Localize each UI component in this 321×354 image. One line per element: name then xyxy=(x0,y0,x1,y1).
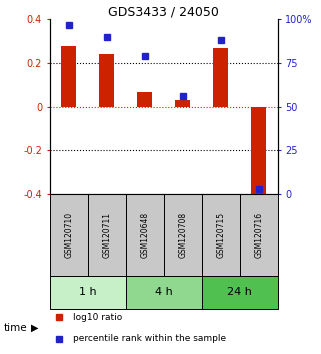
FancyBboxPatch shape xyxy=(202,194,240,276)
Bar xyxy=(61,46,76,107)
Bar xyxy=(175,100,190,107)
FancyBboxPatch shape xyxy=(240,194,278,276)
Text: GSM120648: GSM120648 xyxy=(140,212,149,258)
Text: GSM120710: GSM120710 xyxy=(64,212,73,258)
Text: percentile rank within the sample: percentile rank within the sample xyxy=(73,334,226,343)
FancyBboxPatch shape xyxy=(202,276,278,309)
FancyBboxPatch shape xyxy=(164,194,202,276)
Text: 4 h: 4 h xyxy=(155,287,173,297)
FancyBboxPatch shape xyxy=(50,276,126,309)
Text: 1 h: 1 h xyxy=(79,287,97,297)
Bar xyxy=(99,55,114,107)
Text: GSM120711: GSM120711 xyxy=(102,212,111,258)
FancyBboxPatch shape xyxy=(126,276,202,309)
FancyBboxPatch shape xyxy=(88,194,126,276)
Text: GSM120716: GSM120716 xyxy=(254,212,263,258)
Bar xyxy=(137,92,152,107)
Title: GDS3433 / 24050: GDS3433 / 24050 xyxy=(108,5,219,18)
Bar xyxy=(251,107,266,201)
Text: GSM120708: GSM120708 xyxy=(178,212,187,258)
Text: log10 ratio: log10 ratio xyxy=(73,313,122,322)
Text: GSM120715: GSM120715 xyxy=(216,212,225,258)
Text: ▶: ▶ xyxy=(30,323,38,333)
Text: 24 h: 24 h xyxy=(227,287,252,297)
Bar xyxy=(213,48,228,107)
FancyBboxPatch shape xyxy=(126,194,164,276)
Text: time: time xyxy=(3,323,27,333)
FancyBboxPatch shape xyxy=(50,194,88,276)
